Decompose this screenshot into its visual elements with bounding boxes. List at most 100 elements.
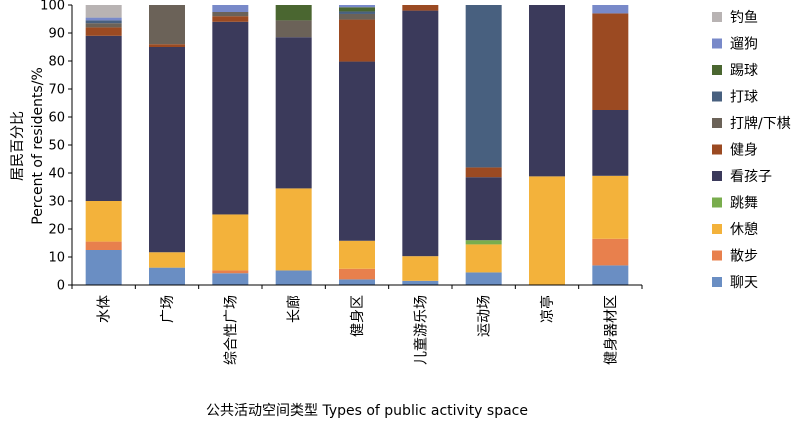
x-tick-label: 健身器材区	[603, 295, 619, 365]
bar-segment	[149, 47, 185, 253]
legend-swatch	[712, 171, 722, 181]
legend-label: 聊天	[730, 275, 758, 291]
legend-label: 跳舞	[730, 196, 758, 212]
bar-segment	[275, 188, 312, 271]
bar-segment	[339, 7, 375, 12]
bar-segment	[212, 21, 249, 215]
x-tick-label: 广场	[160, 295, 176, 323]
legend-swatch	[712, 144, 722, 155]
bar-segment	[85, 27, 122, 36]
legend-label: 散步	[730, 249, 758, 265]
bar-segment	[149, 44, 185, 47]
bar-segment	[275, 270, 312, 285]
bar-segment	[592, 238, 629, 266]
x-tick-label: 综合性广场	[223, 295, 239, 365]
y-tick-label: 50	[48, 139, 65, 154]
legend-label: 健身	[730, 143, 758, 159]
legend-label: 遛狗	[730, 37, 758, 53]
bar-segment	[85, 35, 122, 201]
bar-segment	[402, 10, 439, 257]
x-tick-label: 健身区	[350, 295, 366, 337]
bar-segment	[85, 250, 122, 285]
bar-segment	[465, 244, 502, 273]
y-tick-label: 10	[48, 251, 65, 266]
y-tick-label: 0	[57, 279, 65, 294]
bar-segment	[339, 240, 375, 269]
x-axis: 水体 广场 综合性广场 长廊 健身区 儿童游乐场 运动场 凉亭 健身器材区	[71, 284, 643, 365]
legend-label: 休憩	[730, 221, 758, 238]
bar-segment	[339, 279, 375, 285]
x-tick-label: 长廊	[286, 295, 303, 323]
bar-segment	[339, 268, 375, 280]
bar-segment	[212, 270, 249, 274]
y-axis-title-en: Percent of residents/%	[30, 67, 46, 225]
bar-segment	[85, 23, 122, 28]
plot-area	[85, 5, 629, 285]
bar-segment	[212, 214, 249, 271]
legend-swatch	[712, 65, 722, 75]
bar-segment	[592, 265, 629, 285]
bar-segment	[339, 61, 375, 241]
bar-segment	[85, 5, 122, 18]
bar-segment	[275, 37, 312, 189]
bar-segment	[212, 273, 249, 285]
y-tick-label: 40	[48, 167, 65, 182]
legend-label: 打球	[730, 89, 758, 106]
y-tick-label: 90	[48, 27, 65, 42]
bar-segment	[339, 5, 375, 8]
y-axis: 0 10 20 30 40 50 60 70 80 90 100	[40, 0, 73, 294]
bar-segment	[212, 5, 249, 12]
legend-swatch	[712, 197, 722, 208]
legend-swatch	[712, 277, 722, 287]
bar-segment	[275, 20, 312, 38]
bar-segment	[592, 13, 629, 110]
bar-segment	[402, 280, 439, 285]
y-tick-label: 80	[48, 55, 65, 70]
x-tick-label: 凉亭	[539, 295, 556, 323]
bar-segment	[465, 5, 502, 168]
legend-swatch	[712, 91, 722, 102]
y-axis-title-cn: 居民百分比	[10, 111, 26, 181]
bar-segment	[339, 19, 375, 62]
bar-segment	[402, 5, 439, 11]
bar-segment	[592, 175, 629, 239]
bar-segment	[212, 12, 249, 17]
y-tick-label: 60	[48, 111, 65, 126]
y-tick-label: 20	[48, 223, 65, 238]
bar-segment	[339, 13, 375, 20]
bar-segment	[529, 5, 565, 177]
bar-segment	[592, 5, 629, 14]
y-tick-label: 100	[40, 0, 65, 14]
bar-segment	[465, 272, 502, 285]
bar-segment	[339, 11, 375, 14]
bar-segment	[465, 240, 502, 245]
legend-label: 钓鱼	[730, 9, 758, 26]
bar-segment	[212, 16, 249, 22]
bar-segment	[529, 176, 565, 285]
legend-swatch	[712, 118, 722, 128]
y-tick-label: 70	[48, 83, 65, 98]
legend-swatch	[712, 12, 722, 22]
x-axis-title: 公共活动空间类型 Types of public activity space	[206, 403, 528, 419]
bar-segment	[85, 201, 122, 242]
bar-segment	[85, 241, 122, 250]
bar-segment	[149, 252, 185, 268]
legend-label: 打牌/下棋	[730, 115, 791, 132]
legend-label: 踢球	[730, 63, 758, 79]
legend-label: 看孩子	[730, 169, 772, 185]
bar-segment	[465, 177, 502, 241]
legend-swatch	[712, 224, 722, 234]
x-tick-label: 水体	[97, 295, 113, 323]
bar-segment	[149, 267, 185, 285]
legend-swatch	[712, 38, 722, 49]
bar-segment	[85, 17, 122, 21]
x-tick-label: 儿童游乐场	[412, 295, 429, 365]
y-tick-label: 30	[48, 195, 65, 210]
bar-segment	[592, 110, 629, 176]
bar-segment	[85, 20, 122, 24]
bar-segment	[149, 5, 185, 45]
x-tick-label: 运动场	[477, 295, 493, 337]
bar-segment	[465, 167, 502, 178]
